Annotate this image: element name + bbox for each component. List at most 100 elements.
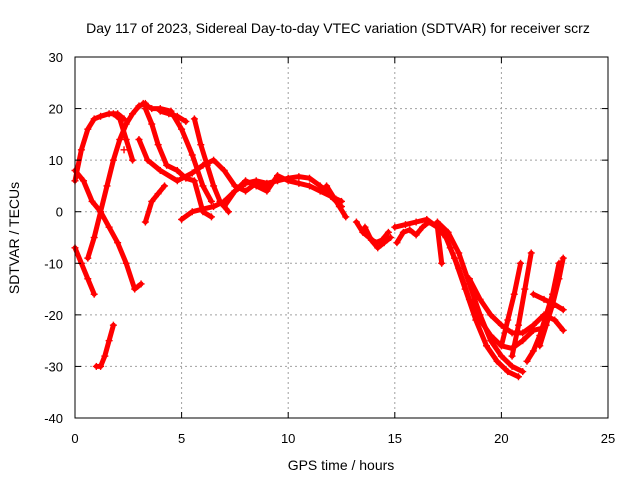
data-point — [306, 182, 314, 190]
data-point — [497, 352, 505, 360]
data-point — [84, 125, 92, 133]
data-point — [161, 182, 169, 190]
data-point — [252, 182, 260, 190]
y-tick-label: 0 — [56, 205, 63, 220]
data-point — [440, 228, 448, 236]
data-point — [559, 254, 567, 262]
data-point — [295, 173, 303, 181]
series-line — [72, 245, 97, 297]
data-point — [295, 179, 303, 187]
data-point — [284, 177, 292, 185]
data-point — [374, 244, 382, 252]
data-point — [105, 337, 113, 345]
data-point — [497, 321, 505, 329]
data-point — [367, 236, 375, 244]
data-point — [527, 249, 535, 257]
data-point — [109, 156, 117, 164]
data-point — [412, 218, 420, 226]
data-point — [129, 156, 137, 164]
data-point — [173, 112, 181, 120]
data-point — [207, 213, 215, 221]
data-point — [90, 234, 98, 241]
series-arc-17 — [361, 223, 395, 252]
data-point — [131, 285, 139, 293]
data-point — [438, 259, 446, 267]
data-point — [387, 234, 395, 241]
y-tick-label: -30 — [44, 359, 63, 374]
data-point — [446, 244, 454, 252]
series-line — [93, 322, 116, 369]
series-line — [221, 173, 344, 210]
y-tick-label: 30 — [49, 50, 63, 65]
data-point — [203, 161, 211, 169]
data-point — [207, 197, 215, 205]
data-point — [393, 239, 401, 247]
data-point — [114, 239, 122, 247]
data-point — [199, 182, 207, 190]
data-point — [148, 197, 156, 205]
series-line — [509, 250, 534, 359]
series-arc-19 — [391, 215, 446, 267]
data-series — [71, 99, 567, 381]
data-point — [519, 337, 527, 345]
data-point — [154, 141, 162, 149]
data-point — [391, 223, 399, 231]
data-point — [154, 190, 162, 198]
series-line — [85, 100, 148, 261]
data-point — [510, 290, 518, 298]
data-point — [514, 373, 522, 381]
data-point — [143, 156, 151, 164]
data-point — [199, 205, 207, 213]
data-point — [188, 151, 196, 159]
data-point — [519, 368, 527, 376]
data-point — [406, 226, 414, 234]
data-point — [120, 146, 128, 154]
data-point — [455, 264, 463, 272]
x-tick-label: 10 — [281, 431, 295, 446]
data-point — [90, 115, 98, 123]
data-point — [523, 357, 531, 365]
data-point — [90, 290, 98, 298]
data-point — [323, 182, 331, 190]
data-point — [97, 208, 105, 216]
data-point — [342, 213, 350, 221]
data-point — [361, 223, 369, 231]
data-point — [141, 218, 149, 226]
data-point — [88, 197, 96, 205]
axis-ticks: 0 5 10 15 20 25 -40 -30 -20 -10 0 10 20 30 — [44, 50, 615, 446]
y-axis-label: SDTVAR / TECUs — [6, 182, 22, 294]
series-line — [447, 245, 547, 351]
data-point — [551, 316, 559, 324]
data-point — [497, 342, 505, 350]
data-point — [220, 203, 228, 211]
data-point — [101, 352, 109, 360]
data-point — [165, 110, 173, 118]
series-arc-10 — [141, 182, 169, 226]
series-arc-6 — [109, 110, 137, 164]
series-arc-14 — [220, 172, 345, 211]
series-arc-15 — [323, 182, 350, 221]
data-point — [122, 259, 130, 267]
data-point — [109, 321, 117, 329]
data-point — [542, 321, 550, 329]
data-point — [465, 295, 473, 303]
data-point — [274, 172, 282, 180]
data-point — [540, 295, 548, 303]
x-axis-label: GPS time / hours — [288, 457, 395, 473]
data-point — [77, 146, 85, 154]
data-point — [508, 362, 516, 370]
data-point — [129, 110, 137, 118]
y-tick-label: 10 — [49, 153, 63, 168]
data-point — [517, 259, 525, 267]
data-point — [137, 280, 145, 288]
y-tick-label: -20 — [44, 308, 63, 323]
data-point — [316, 187, 324, 195]
data-point — [555, 275, 563, 283]
data-point — [549, 301, 557, 309]
data-point — [190, 177, 198, 185]
data-point — [559, 326, 567, 334]
series-line — [142, 183, 167, 225]
series-arc-24 — [497, 259, 525, 350]
data-point — [105, 223, 113, 231]
data-point — [188, 208, 196, 216]
